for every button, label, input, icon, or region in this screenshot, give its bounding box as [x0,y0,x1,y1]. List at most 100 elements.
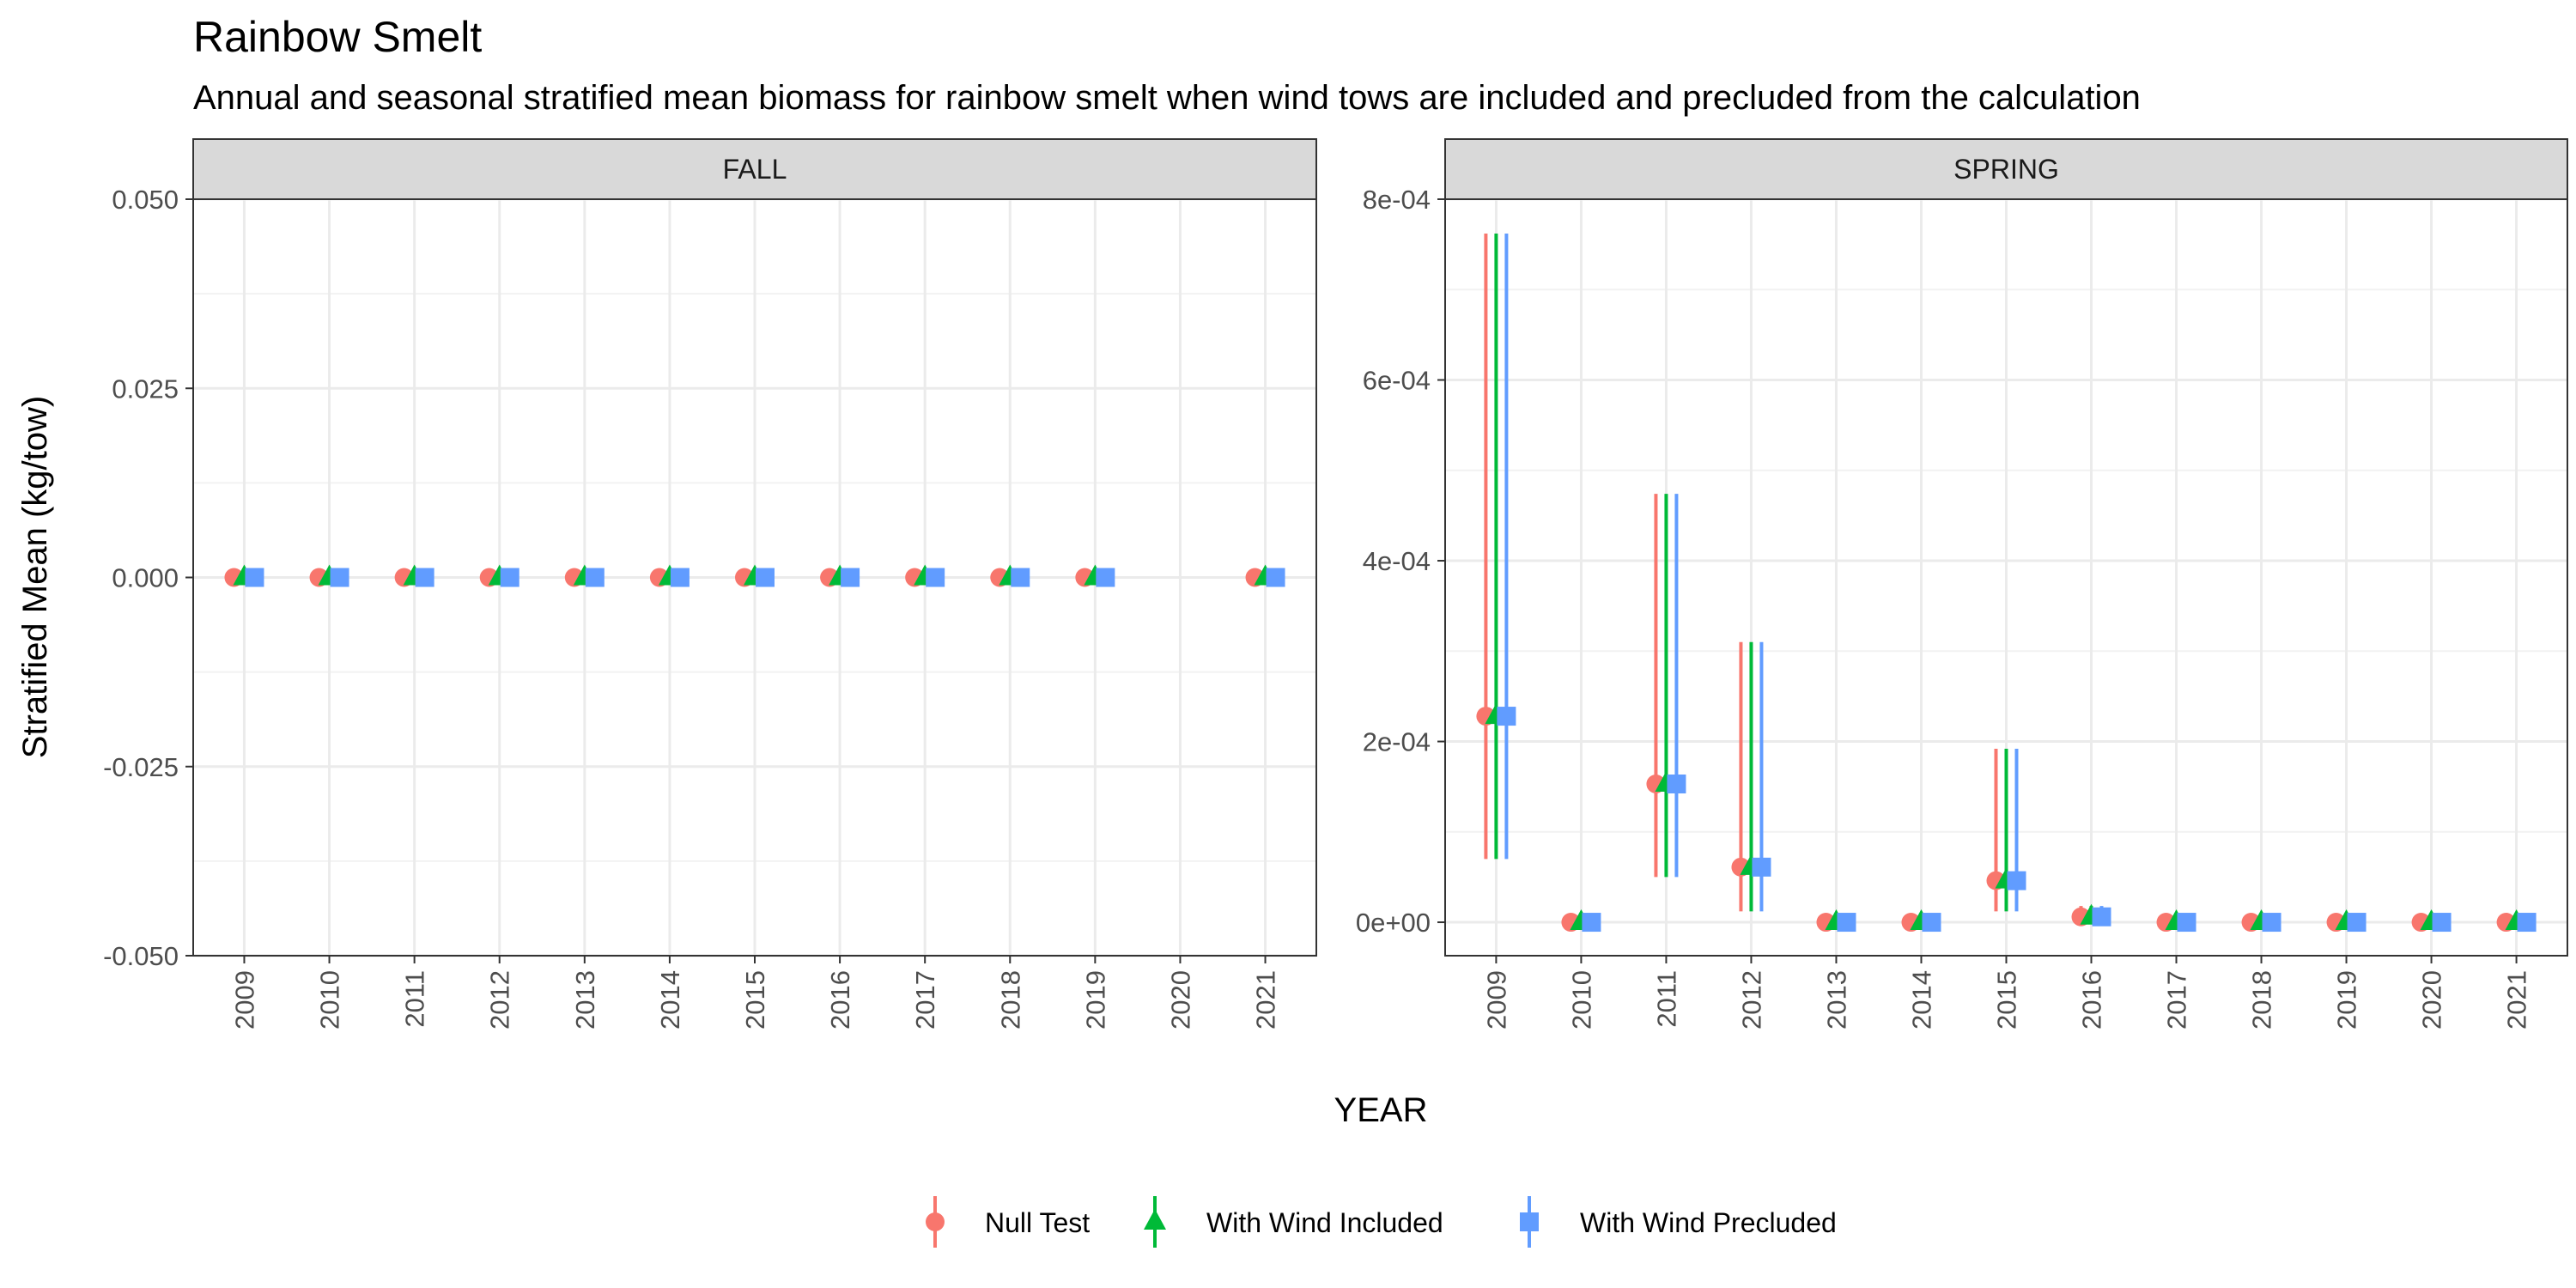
legend-item: Null Test [926,1196,1090,1248]
y-tick-label: -0.025 [103,752,179,782]
x-tick-label: 2010 [315,970,345,1030]
data-point-group [2071,903,2111,927]
data-point-group [224,564,264,587]
data-point [926,568,945,587]
data-point-group [1731,641,1771,912]
data-point [1096,568,1115,587]
legend-item: With Wind Included [1144,1196,1443,1248]
x-tick-label: 2015 [740,970,770,1030]
x-tick-label: 2020 [1165,970,1195,1030]
data-point [2347,913,2366,933]
data-point [245,568,264,587]
x-tick-label: 2020 [2417,970,2447,1030]
data-point-group [394,564,434,587]
x-tick-label: 2014 [655,970,685,1030]
data-point-group [990,564,1030,587]
data-point-group [2411,909,2451,933]
data-point-group [1816,909,1856,933]
legend: Null Test With Wind Included With Wind Pre… [926,1196,1837,1248]
x-tick-label: 2019 [1080,970,1110,1030]
chart-subtitle: Annual and seasonal stratified mean biom… [193,79,2141,117]
y-tick-label: 0.000 [112,563,179,593]
data-point-group [1561,909,1601,933]
data-point [2517,913,2537,933]
y-axis-title: Stratified Mean (kg/tow) [16,396,54,758]
data-point-group [479,564,519,587]
x-tick-label: 2017 [2162,970,2192,1030]
data-point [1922,913,1941,933]
panel-fall: FALL -0.050 -0.025 0.000 0.025 0.050 2009 2010 2… [103,138,1317,1030]
data-point-group [1075,564,1115,587]
chart-title: Rainbow Smelt [193,13,482,61]
data-point [1266,568,1285,587]
data-point [2007,871,2026,890]
x-axis-title: YEAR [1334,1091,1428,1129]
y-tick-label: 0e+00 [1356,908,1431,938]
legend-key-marker [1520,1212,1539,1231]
x-tick-label: 2010 [1566,970,1596,1030]
legend-key-marker [926,1212,945,1231]
x-tick-label: 2018 [995,970,1025,1030]
data-point-group [309,564,349,587]
y-tick-label: 0.025 [112,374,179,404]
x-tick-label: 2021 [1251,970,1281,1030]
data-point-group [820,564,860,587]
x-tick-label: 2012 [485,970,515,1030]
x-tick-label: 2011 [400,970,430,1028]
x-tick-label: 2013 [570,970,600,1030]
x-tick-label: 2011 [1651,970,1681,1028]
facet-strip [192,138,1317,200]
data-point [1497,707,1516,726]
data-point [1837,913,1856,933]
y-tick-label: 6e-04 [1363,366,1431,396]
data-point-group [1646,494,1686,878]
facet-strip-label: FALL [723,154,787,185]
panel-spring: SPRING 0e+00 2e-04 4e-04 6e-04 8e-04 2009 2010 2… [1356,138,2568,1030]
x-tick-label: 2017 [910,970,940,1030]
data-point-group [2496,909,2537,933]
y-tick-label: 4e-04 [1363,546,1431,576]
data-point-group [1901,909,1941,933]
data-point-group [1986,748,2026,912]
data-point [670,568,690,587]
x-tick-label: 2013 [1821,970,1851,1030]
x-tick-label: 2018 [2247,970,2277,1030]
x-tick-label: 2016 [825,970,855,1030]
data-point-group [2156,909,2196,933]
data-point [2092,907,2111,927]
data-point [841,568,860,587]
data-point-group [564,564,605,587]
facet-strip [1444,138,2568,200]
x-tick-label: 2012 [1736,970,1766,1030]
data-point [2432,913,2451,933]
y-tick-label: 8e-04 [1363,185,1431,215]
legend-label: With Wind Included [1206,1207,1443,1238]
y-tick-label: 0.050 [112,185,179,215]
data-point [585,568,605,587]
data-point-group [1245,564,1285,587]
x-tick-label: 2014 [1906,970,1936,1030]
data-point [756,568,775,587]
data-point [2262,913,2281,933]
x-tick-label: 2009 [229,970,259,1030]
data-point [1667,775,1686,794]
x-tick-label: 2016 [2077,970,2107,1030]
data-point-group [905,564,945,587]
x-tick-label: 2021 [2502,970,2532,1030]
data-point-group [2241,909,2281,933]
data-point [1752,857,1771,877]
data-point-group [2326,909,2366,933]
y-tick-label: 2e-04 [1363,727,1431,757]
facet-strip-label: SPRING [1953,154,2059,185]
x-tick-label: 2009 [1481,970,1511,1030]
data-point [330,568,349,587]
x-tick-label: 2015 [1992,970,2022,1030]
data-point [1011,568,1030,587]
legend-label: With Wind Precluded [1580,1207,1837,1238]
legend-item: With Wind Precluded [1520,1196,1837,1248]
legend-key-marker [1144,1209,1166,1230]
legend-label: Null Test [985,1207,1090,1238]
y-tick-label: -0.050 [103,941,179,971]
data-point [500,568,519,587]
